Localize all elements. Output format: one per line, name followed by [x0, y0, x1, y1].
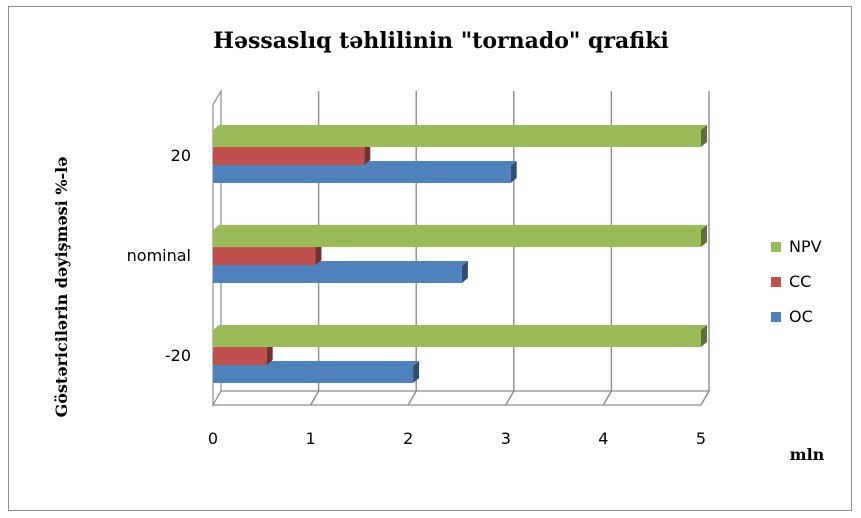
bar-side-face	[266, 343, 273, 365]
x-tick-3: 3	[501, 429, 511, 448]
bar-front-face	[213, 366, 414, 383]
x-tick-4: 4	[598, 429, 608, 448]
legend-label: CC	[789, 272, 811, 291]
legend-label: NPV	[789, 237, 822, 256]
floor	[211, 390, 711, 406]
bar-front-face	[213, 230, 701, 247]
legend-swatch	[771, 277, 781, 287]
x-tick-0: 0	[208, 429, 218, 448]
bar-front-face	[213, 330, 701, 347]
bar-side-face	[364, 143, 371, 165]
x-axis-unit-label: mln	[790, 445, 825, 464]
bar-front-face	[213, 348, 267, 365]
bar-front-face	[213, 148, 365, 165]
legend-label: OC	[789, 307, 813, 326]
legend-swatch	[771, 312, 781, 322]
legend-item-cc: CC	[771, 272, 811, 291]
bar-side-face	[413, 361, 420, 383]
x-tick-labels: 0 1 2 3 4 5	[208, 429, 706, 448]
bar-front-face	[213, 130, 701, 147]
gridline-floor-4	[602, 390, 613, 406]
bar-front-face	[213, 266, 462, 283]
gridline-floor-5	[700, 390, 710, 406]
bar-npv-nominal	[213, 225, 707, 247]
legend: NPV CC OC	[771, 237, 822, 326]
bar-side-face	[510, 161, 517, 183]
y-tick-nominal: nominal	[127, 246, 191, 265]
bar-side-face	[461, 261, 468, 283]
gridline-floor-2	[407, 390, 417, 406]
legend-item-oc: OC	[771, 307, 813, 326]
y-tick--20: -20	[165, 346, 191, 365]
bar-front-face	[213, 248, 316, 265]
bar-npv--20	[213, 325, 707, 347]
legend-swatch	[771, 242, 781, 252]
bar-npv-20	[213, 125, 707, 147]
bar-side-face	[701, 225, 707, 247]
chart-frame: Həssaslıq təhlilinin "tornado" qrafiki G…	[8, 6, 852, 511]
legend-item-npv: NPV	[771, 237, 822, 256]
x-tick-5: 5	[696, 429, 706, 448]
y-axis-label: Göstəricilərin dəyişməsi %-lə	[52, 157, 71, 418]
bar-top-face	[213, 325, 707, 330]
bars	[213, 125, 707, 383]
chart-title: Həssaslıq təhlilinin "tornado" qrafiki	[213, 28, 669, 54]
x-tick-1: 1	[306, 429, 316, 448]
bar-side-face	[701, 325, 707, 347]
bar-front-face	[213, 166, 511, 183]
bar-side-face	[701, 125, 707, 147]
chart-svg: Həssaslıq təhlilinin "tornado" qrafiki G…	[52, 28, 825, 464]
y-tick-labels: -20 nominal 20	[127, 146, 191, 365]
gridline-floor-1	[309, 390, 320, 406]
y-tick-20: 20	[171, 146, 191, 165]
bar-top-face	[213, 225, 707, 230]
x-tick-2: 2	[403, 429, 413, 448]
bar-top-face	[213, 125, 707, 130]
bar-side-face	[315, 243, 322, 265]
gridline-floor-3	[505, 390, 515, 406]
